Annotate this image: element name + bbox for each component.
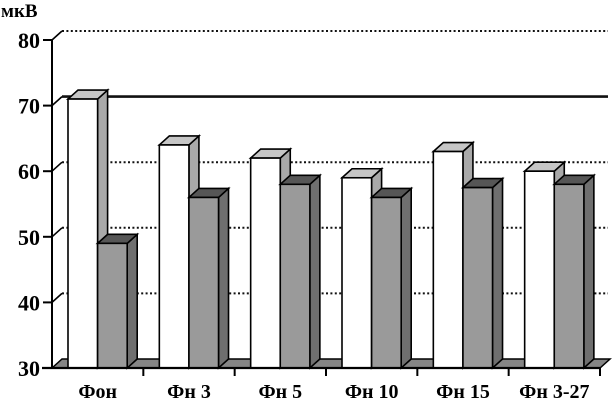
x-category-label-4: Фн 10 — [345, 381, 399, 403]
bar-Фн 3-27-gray-bars-front-face — [553, 183, 585, 369]
bar-Фн 15-white-bars-front-face — [432, 150, 464, 369]
y-tick-label-50: 50 — [18, 225, 40, 250]
y-axis-title: мкВ — [1, 1, 38, 22]
bar-Фн 10-gray-bars-side-face — [400, 186, 413, 370]
y-tick-label-40: 40 — [18, 290, 40, 315]
x-category-label-6: Фн 3-27 — [519, 381, 589, 403]
y-tick-depth-connector-70 — [51, 96, 63, 107]
x-category-label-5: Фн 15 — [436, 381, 490, 403]
x-category-label-2: Фн 3 — [167, 381, 211, 403]
x-category-label-1: Фон — [78, 381, 117, 403]
x-category-label-3: Фн 5 — [258, 381, 302, 403]
bar-Фн 5-white-bars-front-face — [249, 157, 282, 369]
bar-Фн 3-gray-bars-front-face — [188, 196, 220, 369]
y-tick-label-80: 80 — [18, 28, 40, 53]
y-tick-depth-connector-60 — [51, 161, 63, 172]
bar-Фон-white-bars-front-face — [67, 98, 99, 369]
y-tick-label-30: 30 — [18, 356, 40, 381]
y-tick-depth-connector-50 — [51, 227, 63, 238]
bar-Фн 3-27-gray-bars-side-face — [583, 173, 595, 370]
bar-Фн 5-gray-bars-front-face — [279, 183, 311, 369]
bar-Фн 3-white-bars-front-face — [158, 144, 190, 369]
y-tick-depth-connector-40 — [51, 292, 63, 303]
bar-Фн 15-gray-bars-side-face — [491, 176, 504, 370]
bar-Фн 10-white-bars-front-face — [341, 176, 373, 369]
bar-Фн 3-gray-bars-side-face — [217, 186, 230, 370]
bar-Фн 15-gray-bars-front-face — [462, 186, 494, 369]
y-tick-label-60: 60 — [18, 159, 40, 184]
bar-Фон-gray-bars-side-face — [126, 232, 138, 370]
bar-Фон-gray-bars-front-face — [96, 242, 128, 369]
y-tick-depth-connector-80 — [51, 30, 63, 41]
y-tick-label-70: 70 — [18, 94, 40, 119]
bar-Фн 10-gray-bars-front-face — [370, 196, 403, 369]
bar-Фн 3-27-white-bars-front-face — [523, 170, 556, 369]
bar-Фн 5-gray-bars-side-face — [309, 173, 321, 370]
